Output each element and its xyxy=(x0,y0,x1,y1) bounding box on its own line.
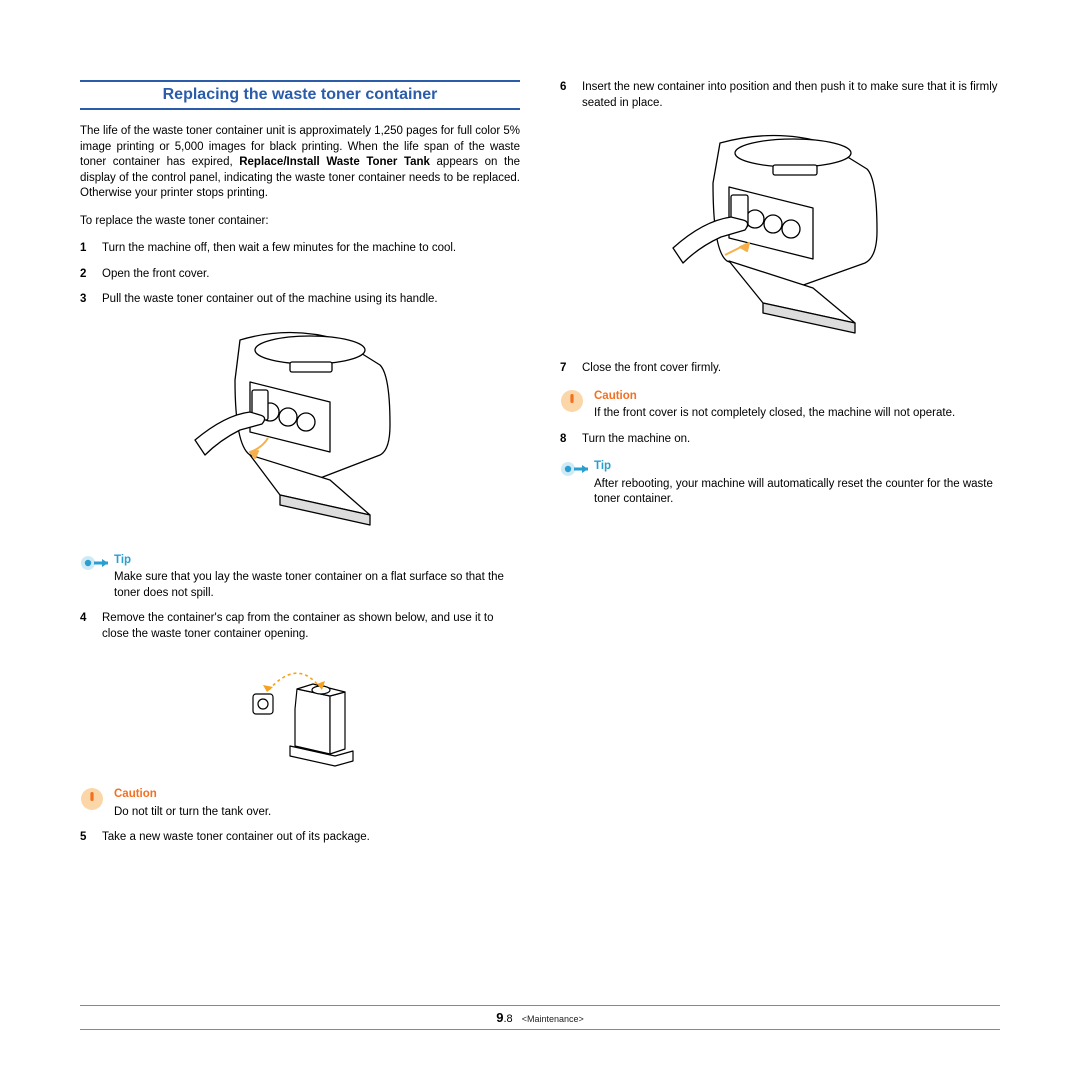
steps-group-b: 4 Remove the container's cap from the co… xyxy=(80,611,520,642)
tip-label: Tip xyxy=(594,459,1000,475)
steps-group-r3: 8 Turn the machine on. xyxy=(560,432,1000,448)
step-item: 3 Pull the waste toner container out of … xyxy=(80,292,520,308)
tip-icon xyxy=(80,553,114,573)
figure-printer-pull xyxy=(180,320,420,535)
steps-group-a: 1 Turn the machine off, then wait a few … xyxy=(80,241,520,308)
steps-group-r1: 6 Insert the new container into position… xyxy=(560,80,1000,111)
step-item: 7 Close the front cover firmly. xyxy=(560,361,1000,377)
tip-text: After rebooting, your machine will autom… xyxy=(594,478,993,506)
chapter-label: <Maintenance> xyxy=(522,1014,584,1024)
intro-bold: Replace/Install Waste Toner Tank xyxy=(239,156,430,168)
step-text: Open the front cover. xyxy=(102,267,520,283)
step-number: 5 xyxy=(80,830,102,846)
page-footer: 9.8 <Maintenance> xyxy=(80,1005,1000,1030)
caution-callout: Caution If the front cover is not comple… xyxy=(560,389,1000,422)
page-number-minor: .8 xyxy=(503,1013,512,1025)
step-text: Remove the container's cap from the cont… xyxy=(102,611,520,642)
caution-label: Caution xyxy=(594,389,1000,405)
step-item: 6 Insert the new container into position… xyxy=(560,80,1000,111)
step-item: 1 Turn the machine off, then wait a few … xyxy=(80,241,520,257)
step-number: 3 xyxy=(80,292,102,308)
figure-cap-removal xyxy=(235,654,365,769)
step-text: Take a new waste toner container out of … xyxy=(102,830,520,846)
step-text: Insert the new container into position a… xyxy=(582,80,1000,111)
caution-text: Do not tilt or turn the tank over. xyxy=(114,806,271,818)
step-number: 7 xyxy=(560,361,582,377)
caution-icon xyxy=(80,787,114,811)
step-item: 8 Turn the machine on. xyxy=(560,432,1000,448)
step-item: 5 Take a new waste toner container out o… xyxy=(80,830,520,846)
steps-group-c: 5 Take a new waste toner container out o… xyxy=(80,830,520,846)
step-number: 1 xyxy=(80,241,102,257)
step-text: Pull the waste toner container out of th… xyxy=(102,292,520,308)
steps-group-r2: 7 Close the front cover firmly. xyxy=(560,361,1000,377)
left-column: Replacing the waste toner container The … xyxy=(80,80,520,858)
step-item: 4 Remove the container's cap from the co… xyxy=(80,611,520,642)
caution-icon xyxy=(560,389,594,413)
lead-in: To replace the waste toner container: xyxy=(80,214,520,230)
section-title: Replacing the waste toner container xyxy=(163,86,438,103)
tip-label: Tip xyxy=(114,553,520,569)
step-item: 2 Open the front cover. xyxy=(80,267,520,283)
intro-paragraph: The life of the waste toner container un… xyxy=(80,124,520,202)
step-text: Turn the machine on. xyxy=(582,432,1000,448)
step-number: 4 xyxy=(80,611,102,642)
caution-callout: Caution Do not tilt or turn the tank ove… xyxy=(80,787,520,820)
tip-callout: Tip Make sure that you lay the waste ton… xyxy=(80,553,520,602)
step-text: Close the front cover firmly. xyxy=(582,361,1000,377)
step-number: 6 xyxy=(560,80,582,111)
caution-text: If the front cover is not completely clo… xyxy=(594,407,955,419)
tip-callout: Tip After rebooting, your machine will a… xyxy=(560,459,1000,508)
caution-label: Caution xyxy=(114,787,520,803)
section-title-box: Replacing the waste toner container xyxy=(80,80,520,110)
right-column: 6 Insert the new container into position… xyxy=(560,80,1000,858)
step-number: 8 xyxy=(560,432,582,448)
step-text: Turn the machine off, then wait a few mi… xyxy=(102,241,520,257)
step-number: 2 xyxy=(80,267,102,283)
tip-icon xyxy=(560,459,594,479)
figure-printer-insert xyxy=(655,123,905,343)
tip-text: Make sure that you lay the waste toner c… xyxy=(114,571,504,599)
